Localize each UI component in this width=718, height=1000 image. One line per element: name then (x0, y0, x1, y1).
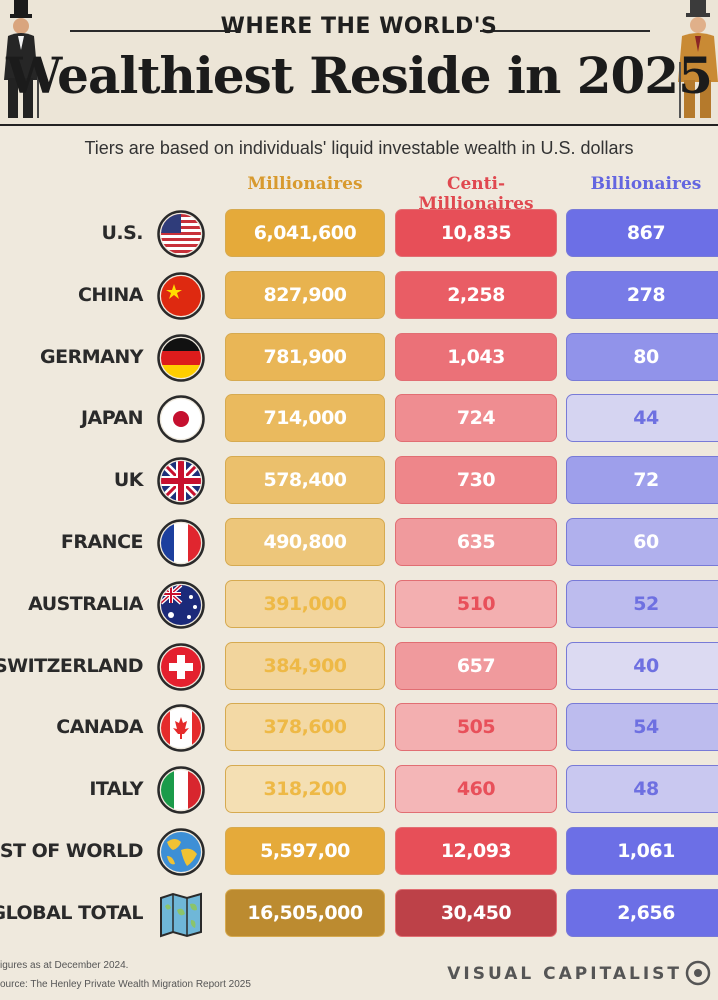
canada-flag-icon (157, 704, 205, 753)
centi-millionaires-cell: 510 (395, 579, 557, 628)
country-label: AUSTRALIA (28, 592, 143, 615)
millionaires-cell: 391,000 (225, 579, 385, 628)
table-row: JAPAN 714,000 724 44 (0, 392, 718, 446)
centi-millionaires-cell: 10,835 (395, 209, 557, 257)
millionaires-cell: 6,041,600 (225, 209, 385, 257)
businessman-illustration-left (4, 0, 39, 118)
australia-flag-icon (157, 581, 205, 629)
millionaires-cell: 578,400 (225, 456, 385, 505)
country-label: U.S. (101, 222, 143, 244)
kicker-rule-right (480, 30, 650, 32)
country-label: ITALY (89, 778, 143, 801)
table-row: GLOBAL TOTAL 16,505,000 30,450 2,656 (0, 887, 718, 941)
centi-millionaires-cell: 1,043 (395, 332, 557, 381)
table-row: CHINA 827,900 2,258 278 (0, 269, 718, 323)
centi-millionaires-cell: 657 (395, 641, 557, 690)
footnote: igures as at December 2024. (0, 960, 129, 971)
brand-logo-icon (685, 960, 711, 986)
uk-flag-icon (157, 457, 205, 505)
billionaires-cell: 48 (566, 765, 718, 814)
billionaires-cell: 2,656 (566, 888, 718, 937)
millionaires-cell: 16,505,000 (225, 888, 385, 937)
subtitle: Tiers are based on individuals' liquid i… (84, 138, 634, 158)
table-row: SWITZERLAND 384,900 657 40 (0, 640, 718, 694)
billionaires-cell: 44 (566, 394, 718, 443)
centi-millionaires-cell: 12,093 (395, 827, 557, 875)
businessman-illustration-right (678, 0, 718, 118)
table-row: FRANCE 490,800 635 60 (0, 516, 718, 570)
millionaires-cell: 318,200 (225, 765, 385, 814)
page-title: Wealthiest Reside in 2025 (6, 46, 713, 105)
centi-millionaires-cell: 635 (395, 518, 557, 566)
centi-millionaires-cell: 724 (395, 394, 557, 443)
billionaires-cell: 80 (566, 332, 718, 381)
china-flag-icon (157, 272, 205, 320)
millionaires-cell: 490,800 (225, 518, 385, 566)
centi-millionaires-cell: 2,258 (395, 270, 557, 319)
centi-millionaires-cell: 460 (395, 765, 557, 814)
millionaires-cell: 714,000 (225, 394, 385, 443)
header: WHERE THE WORLD'S Wealthiest Reside in 2… (0, 0, 718, 126)
billionaires-cell: 40 (566, 641, 718, 690)
france-flag-icon (157, 519, 205, 567)
billionaires-cell: 1,061 (566, 827, 718, 875)
billionaires-cell: 867 (566, 209, 718, 257)
millionaires-cell: 781,900 (225, 332, 385, 381)
japan-flag-icon (157, 395, 205, 444)
millionaires-cell: 5,597,00 (225, 827, 385, 875)
country-label: GLOBAL TOTAL (0, 901, 143, 924)
country-label: CHINA (77, 283, 144, 306)
country-label: REST OF WORLD (0, 840, 143, 862)
billionaires-cell: 54 (566, 703, 718, 752)
table-row: AUSTRALIA 391,000 510 52 (0, 578, 718, 632)
map-icon (157, 890, 205, 938)
brand-logo-text: VISUAL CAPITALIST (447, 964, 682, 984)
kicker-rule-left (70, 30, 238, 32)
kicker: WHERE THE WORLD'S (220, 14, 498, 39)
table-row: ITALY 318,200 460 48 (0, 763, 718, 817)
centi-millionaires-cell: 30,450 (395, 888, 557, 937)
table-row: UK 578,400 730 72 (0, 454, 718, 508)
billionaires-cell: 72 (566, 456, 718, 505)
country-label: UK (113, 469, 144, 492)
country-label: JAPAN (80, 407, 144, 430)
column-header-millionaires: Millionaires (247, 174, 363, 194)
table-row: U.S. 6,041,600 10,835 867 (0, 207, 718, 261)
globe-icon (157, 828, 205, 876)
billionaires-cell: 60 (566, 518, 718, 566)
millionaires-cell: 384,900 (225, 641, 385, 690)
us-flag-icon (157, 210, 205, 258)
centi-millionaires-cell: 730 (395, 456, 557, 505)
millionaires-cell: 827,900 (225, 270, 385, 319)
table-row: GERMANY 781,900 1,043 80 (0, 331, 718, 385)
table-row: CANADA 378,600 505 54 (0, 701, 718, 755)
billionaires-cell: 52 (566, 579, 718, 628)
switzerland-flag-icon (157, 642, 205, 691)
italy-flag-icon (157, 766, 205, 814)
source-note: ource: The Henley Private Wealth Migrati… (0, 979, 251, 990)
country-label: CANADA (56, 716, 143, 739)
centi-millionaires-cell: 505 (395, 703, 557, 752)
country-label: FRANCE (60, 531, 144, 553)
column-header-billionaires: Billionaires (590, 174, 702, 194)
country-label: SWITZERLAND (0, 654, 144, 677)
germany-flag-icon (157, 333, 205, 382)
country-label: GERMANY (40, 345, 143, 368)
millionaires-cell: 378,600 (225, 703, 385, 752)
billionaires-cell: 278 (566, 270, 718, 319)
